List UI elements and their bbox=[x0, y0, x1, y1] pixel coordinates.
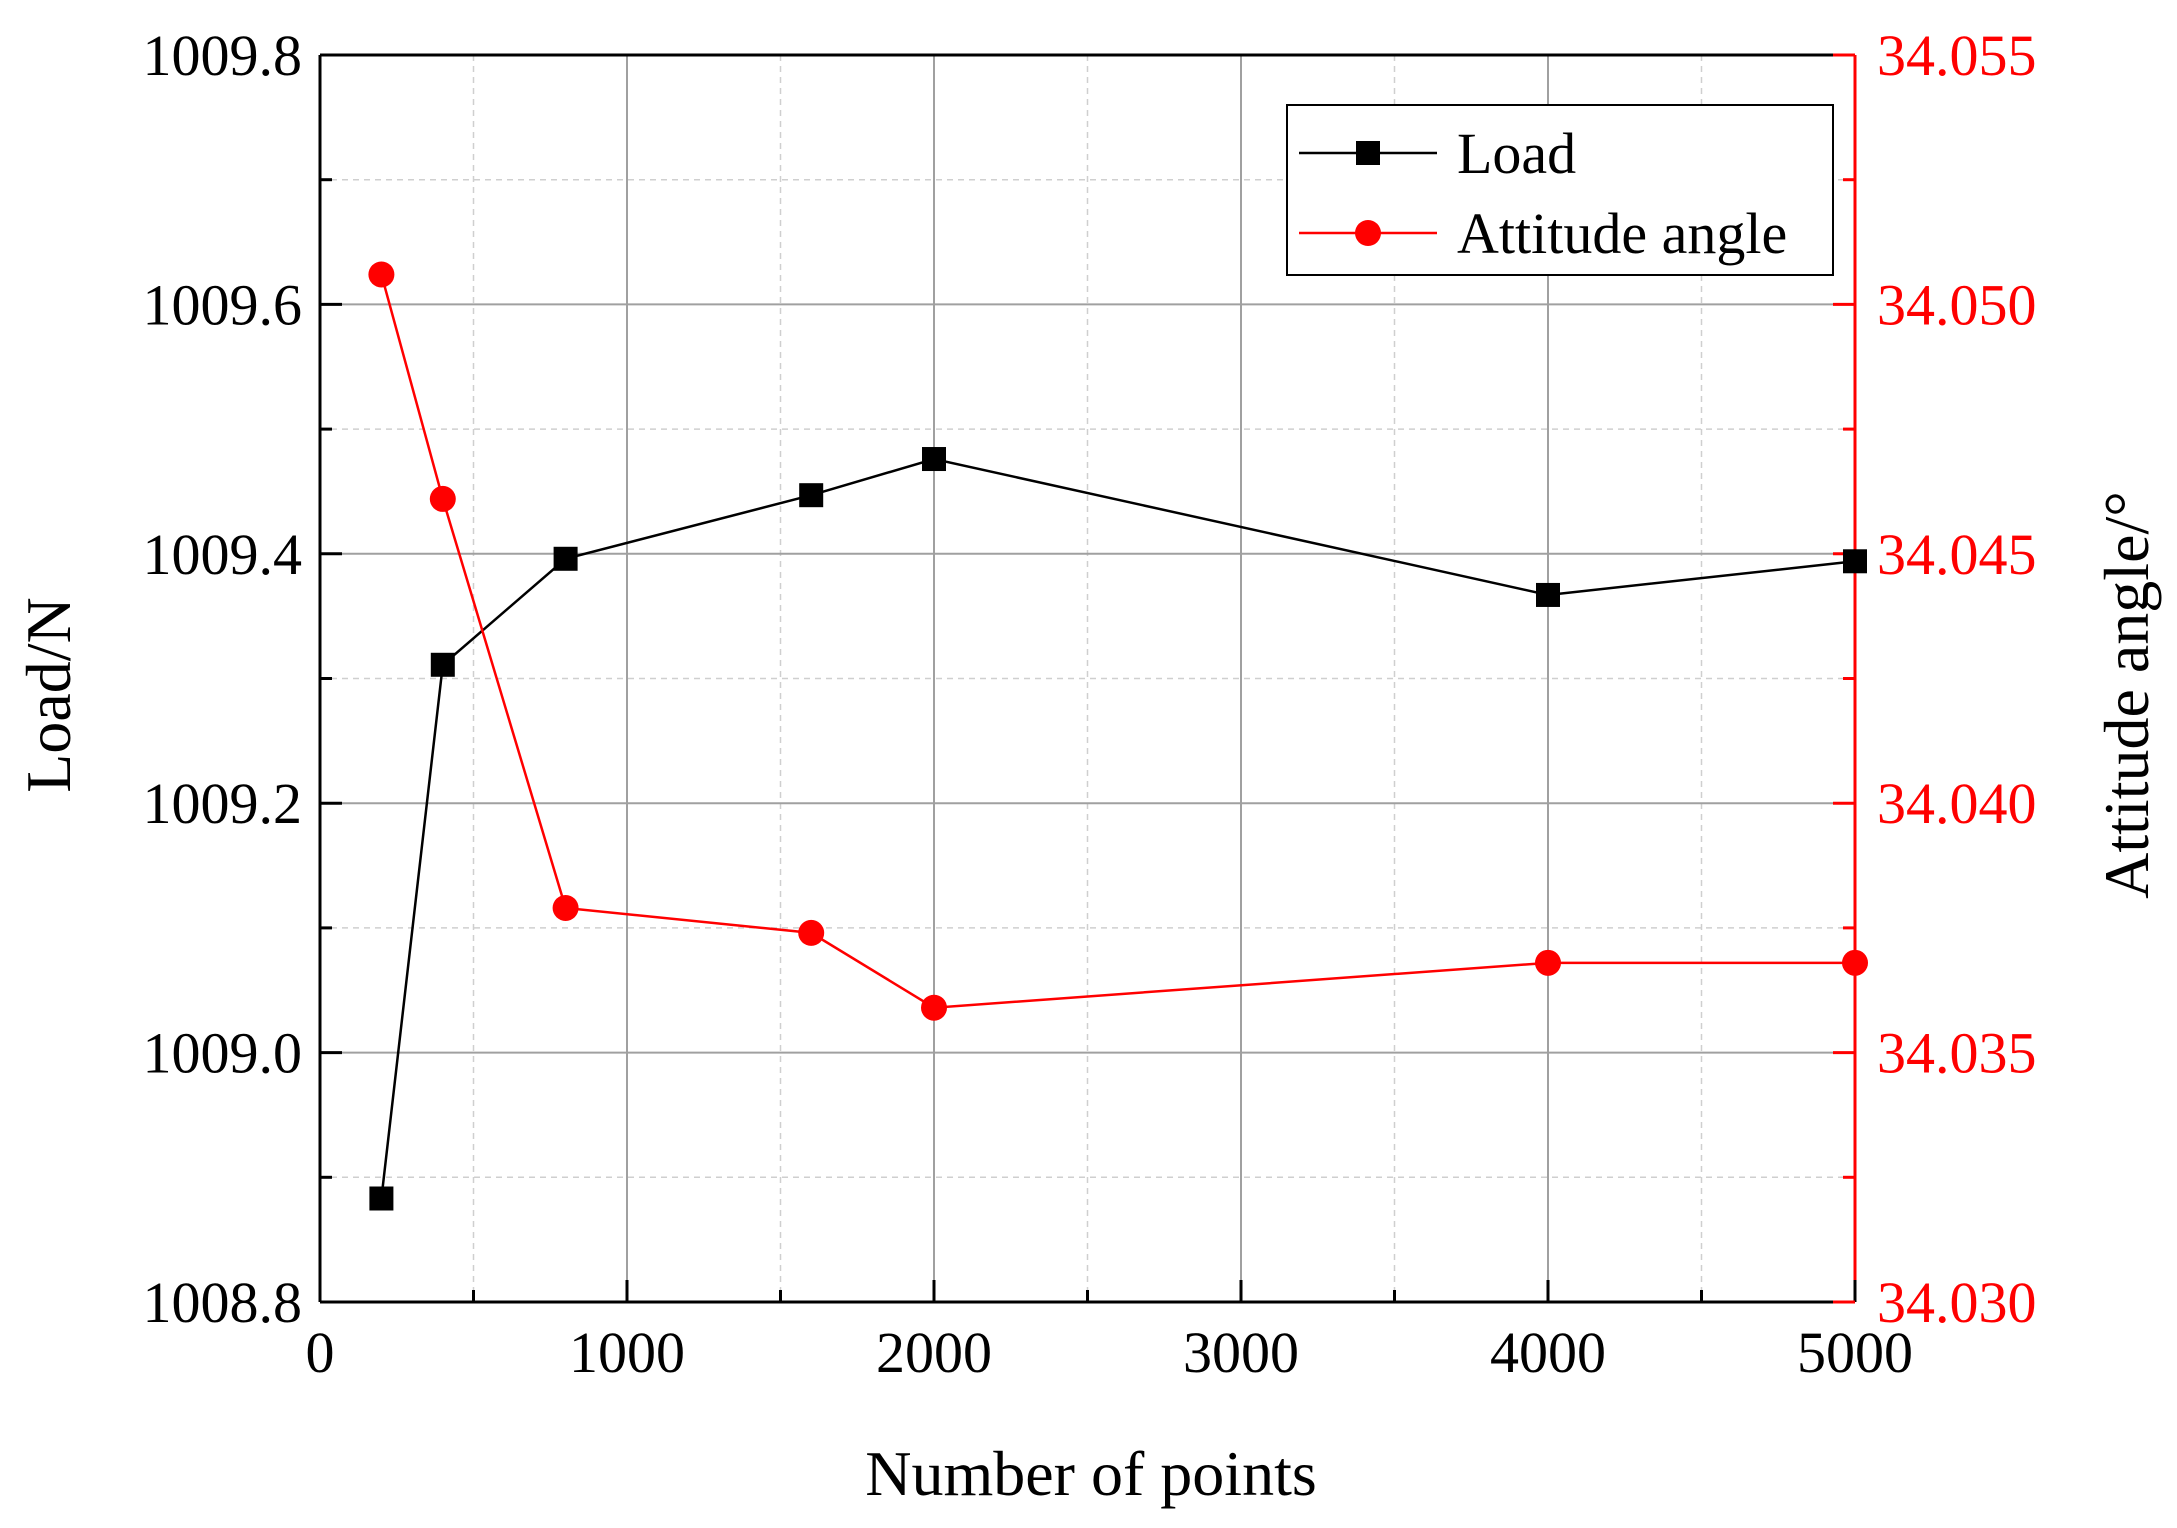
x-axis-title: Number of points bbox=[865, 1438, 1317, 1509]
legend-square-marker-icon bbox=[1356, 141, 1380, 165]
y-tick-label: 1009.8 bbox=[143, 23, 303, 88]
legend-load-label: Load bbox=[1457, 121, 1576, 186]
load-series-line bbox=[380, 457, 1856, 1199]
y2-tick-label: 34.050 bbox=[1877, 272, 2037, 337]
x-tick-label: 5000 bbox=[1797, 1320, 1913, 1385]
y2-axis-title: Attitude angle/° bbox=[2091, 491, 2162, 899]
legend-circle-marker-icon bbox=[1355, 220, 1381, 246]
series bbox=[368, 261, 1868, 1211]
y2-tick-label: 34.040 bbox=[1877, 771, 2037, 836]
x-tick-label: 3000 bbox=[1183, 1320, 1299, 1385]
load-data-point bbox=[553, 546, 578, 571]
y2-tick-label: 34.055 bbox=[1877, 23, 2037, 88]
load-data-point bbox=[430, 652, 455, 677]
y-tick-label: 1008.8 bbox=[143, 1270, 303, 1335]
y2-tick-label: 34.035 bbox=[1877, 1021, 2037, 1086]
load-data-point bbox=[799, 483, 824, 508]
attitude-angle-data-point bbox=[429, 485, 456, 512]
load-data-point bbox=[1536, 582, 1560, 607]
legend-box bbox=[1286, 104, 1834, 276]
attitude-angle-data-point bbox=[798, 919, 825, 946]
load-data-point bbox=[922, 447, 946, 472]
load-data-point bbox=[369, 1186, 394, 1211]
x-tick-label: 4000 bbox=[1490, 1320, 1606, 1385]
y-tick-label: 1009.6 bbox=[143, 272, 303, 337]
attitude-angle-data-point bbox=[1842, 949, 1868, 976]
x-tick-label: 0 bbox=[306, 1320, 335, 1385]
y2-tick-label: 34.030 bbox=[1877, 1270, 2037, 1335]
legend-attitude-angle-label: Attitude angle bbox=[1457, 201, 1787, 266]
y-tick-label: 1009.2 bbox=[143, 771, 303, 836]
legend: Load Attitude angle bbox=[1286, 104, 1834, 276]
attitude-angle-series-line bbox=[380, 274, 1855, 1009]
attitude-angle-data-point bbox=[368, 261, 395, 288]
axis-labels: Number of points Load/N Attitude angle/° bbox=[13, 491, 2162, 1509]
y-tick-label: 1009.4 bbox=[143, 522, 303, 587]
x-tick-label: 2000 bbox=[876, 1320, 992, 1385]
y2-tick-label: 34.045 bbox=[1877, 522, 2037, 587]
y-tick-label: 1009.0 bbox=[143, 1021, 303, 1086]
axes: 0 1000 2000 3000 4000 5000 1008.8 1009.0 1009.2 1… bbox=[143, 23, 2037, 1385]
attitude-angle-data-point bbox=[552, 894, 579, 921]
y-axis-title: Load/N bbox=[13, 597, 84, 793]
attitude-angle-data-point bbox=[1535, 949, 1561, 976]
load-data-point bbox=[1843, 549, 1867, 574]
attitude-angle-data-point bbox=[921, 994, 947, 1021]
x-tick-label: 1000 bbox=[569, 1320, 685, 1385]
